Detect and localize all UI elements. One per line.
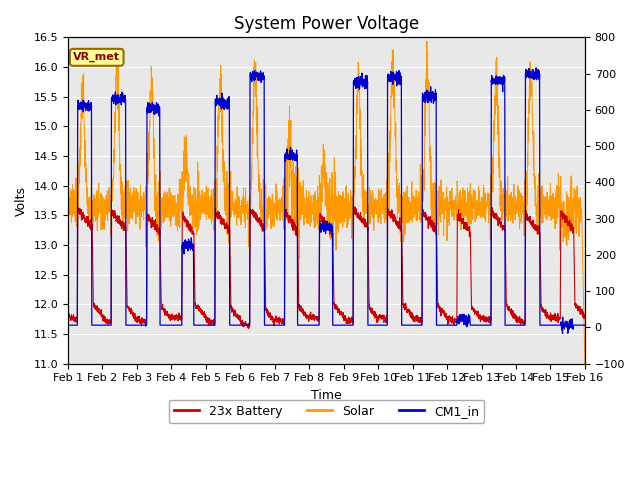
- Title: System Power Voltage: System Power Voltage: [234, 15, 419, 33]
- Legend: 23x Battery, Solar, CM1_in: 23x Battery, Solar, CM1_in: [169, 400, 484, 423]
- X-axis label: Time: Time: [311, 389, 342, 402]
- Text: VR_met: VR_met: [73, 52, 120, 62]
- Y-axis label: Volts: Volts: [15, 186, 28, 216]
